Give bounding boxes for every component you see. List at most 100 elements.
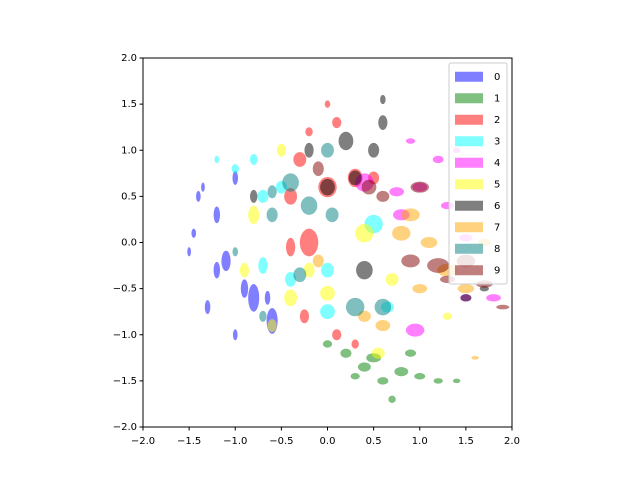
ellipse-marker — [375, 319, 391, 332]
ellipse-marker — [204, 300, 211, 314]
ellipse-marker — [412, 284, 428, 294]
legend-swatch — [455, 179, 483, 190]
y-tick-label: −2.0 — [113, 422, 137, 433]
ellipse-marker — [486, 294, 501, 302]
ellipse-marker — [321, 262, 334, 278]
y-tick-label: 1.0 — [121, 145, 137, 156]
ellipse-marker — [378, 115, 388, 130]
ellipse-marker — [394, 367, 409, 377]
ellipse-marker — [322, 340, 333, 348]
ellipse-marker — [338, 131, 354, 151]
x-tick-label: −0.5 — [269, 436, 293, 447]
ellipse-marker — [420, 236, 438, 249]
ellipse-marker — [248, 205, 260, 225]
ellipse-marker — [388, 395, 396, 404]
ellipse-marker — [457, 284, 475, 294]
ellipse-marker — [385, 272, 399, 286]
ellipse-marker — [293, 267, 307, 283]
ellipse-marker — [293, 152, 307, 167]
ellipse-marker — [320, 285, 335, 301]
legend-swatch — [455, 114, 483, 125]
x-tick-label: 2.0 — [504, 436, 520, 447]
ellipse-marker — [442, 312, 453, 320]
ellipse-marker — [371, 347, 385, 359]
ellipse-marker — [321, 142, 334, 158]
ellipse-marker — [299, 309, 310, 324]
legend-label: 9 — [494, 265, 500, 276]
ellipse-marker — [285, 272, 297, 287]
legend-label: 8 — [494, 244, 500, 255]
ellipse-marker — [284, 289, 298, 307]
ellipse-marker — [213, 261, 221, 279]
y-tick-label: −0.5 — [113, 284, 137, 295]
ellipse-marker — [257, 189, 269, 203]
ellipse-marker — [320, 304, 335, 320]
ellipse-marker — [351, 339, 359, 349]
ellipse-marker — [471, 355, 479, 360]
y-tick-label: 1.5 — [121, 99, 137, 110]
ellipse-marker — [374, 298, 392, 316]
y-tick-label: −1.0 — [113, 330, 137, 341]
x-tick-label: −2.0 — [131, 436, 155, 447]
legend-swatch — [455, 93, 483, 104]
ellipse-marker — [285, 237, 296, 257]
ellipse-marker — [368, 142, 380, 158]
plot-area — [187, 94, 510, 404]
legend-label: 4 — [494, 158, 500, 169]
x-tick-label: −1.0 — [223, 436, 247, 447]
legend-swatch — [455, 200, 483, 211]
legend: 0 1 2 3 4 5 6 7 8 9 — [448, 62, 508, 285]
ellipse-marker — [284, 188, 298, 205]
legend-label: 5 — [494, 179, 500, 190]
ellipse-marker — [266, 207, 278, 223]
ellipse-marker — [356, 260, 373, 280]
ellipse-marker — [392, 225, 411, 241]
ellipse-marker — [433, 378, 443, 384]
ellipse-marker — [355, 224, 374, 243]
ellipse-marker — [361, 179, 377, 195]
ellipse-marker — [410, 181, 429, 193]
ellipse-marker — [213, 206, 221, 224]
ellipse-marker — [259, 310, 267, 322]
ellipse-marker — [332, 117, 342, 129]
legend-swatch — [455, 222, 483, 233]
legend-swatch — [455, 136, 483, 147]
ellipse-marker — [304, 142, 314, 158]
ellipse-marker — [357, 362, 371, 372]
ellipse-marker — [377, 377, 389, 385]
ellipse-marker — [350, 373, 360, 380]
ellipse-marker — [401, 208, 420, 222]
ellipse-marker — [250, 189, 258, 203]
legend-label: 6 — [494, 201, 500, 212]
ellipse-marker — [305, 127, 313, 137]
legend-label: 0 — [494, 72, 500, 83]
ellipse-marker — [348, 170, 362, 186]
ellipse-marker — [380, 94, 386, 105]
ellipse-marker — [432, 155, 444, 164]
ellipse-marker — [264, 290, 271, 305]
ellipse-marker — [267, 319, 277, 332]
ellipse-marker — [460, 294, 472, 302]
ellipse-marker — [196, 190, 201, 202]
y-tick-label: 0.5 — [121, 191, 137, 202]
legend-swatch — [455, 157, 483, 168]
y-tick-label: 2.0 — [121, 53, 137, 64]
ellipse-marker — [232, 171, 239, 185]
ellipse-marker — [276, 143, 286, 157]
ellipse-marker — [345, 297, 365, 317]
ellipse-marker — [214, 155, 220, 164]
legend-swatch — [455, 243, 483, 254]
ellipse-marker — [187, 247, 191, 257]
legend-swatch — [455, 71, 483, 82]
ellipse-marker — [376, 190, 390, 202]
ellipse-marker — [312, 254, 324, 268]
ellipse-marker — [324, 100, 331, 108]
legend-label: 3 — [494, 136, 500, 147]
ellipse-marker — [250, 153, 258, 166]
ellipse-marker — [414, 373, 426, 380]
ellipse-marker — [191, 228, 197, 238]
ellipse-marker — [303, 262, 315, 278]
